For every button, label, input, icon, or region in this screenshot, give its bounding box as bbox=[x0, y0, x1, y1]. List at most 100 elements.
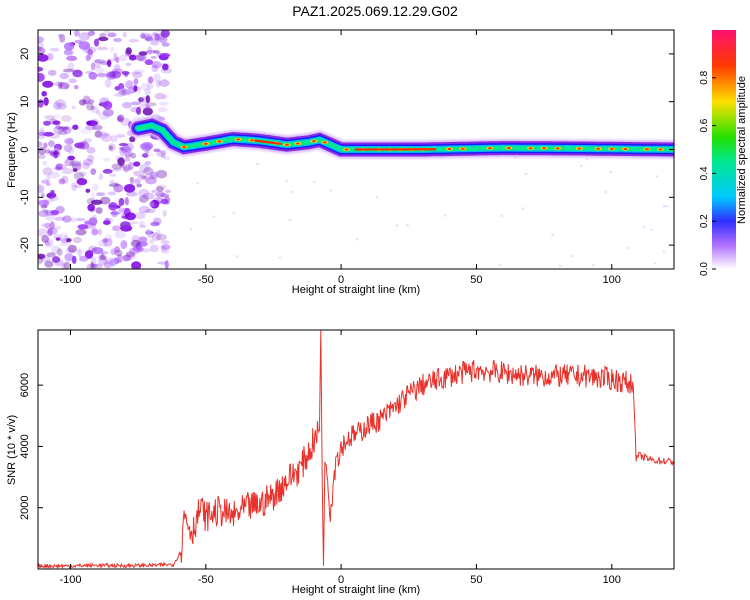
noise-blob bbox=[109, 211, 121, 215]
noise-blob bbox=[58, 178, 66, 185]
x-tick-label: -50 bbox=[198, 574, 214, 586]
noise-blob bbox=[108, 145, 114, 151]
noise-blob bbox=[443, 214, 447, 217]
noise-blob bbox=[54, 216, 66, 221]
noise-blob bbox=[106, 72, 117, 81]
noise-blob bbox=[144, 147, 150, 154]
noise-blob bbox=[159, 149, 167, 155]
y-tick-label: -20 bbox=[19, 237, 31, 253]
noise-blob bbox=[92, 184, 99, 192]
noise-blob bbox=[64, 253, 74, 262]
noise-blob bbox=[156, 229, 162, 237]
noise-blob bbox=[82, 139, 87, 145]
noise-blob bbox=[45, 194, 53, 198]
noise-blob bbox=[155, 233, 167, 241]
noise-blob bbox=[145, 177, 157, 185]
x-tick-label: 50 bbox=[470, 274, 482, 286]
noise-blob bbox=[123, 184, 136, 193]
noise-blob bbox=[160, 244, 171, 250]
noise-blob bbox=[38, 53, 44, 61]
noise-blob bbox=[38, 40, 43, 44]
noise-blob bbox=[47, 69, 57, 76]
noise-blob bbox=[83, 220, 92, 225]
noise-blob bbox=[42, 80, 54, 88]
noise-blob bbox=[67, 244, 77, 253]
noise-blob bbox=[150, 40, 160, 46]
noise-blob bbox=[63, 42, 75, 51]
noise-blob bbox=[122, 31, 127, 38]
noise-blob bbox=[524, 172, 528, 176]
noise-blob bbox=[94, 59, 106, 64]
noise-blob bbox=[119, 221, 131, 229]
ridge-hotspot-core bbox=[182, 146, 187, 149]
noise-blob bbox=[82, 158, 94, 166]
noise-blob bbox=[117, 258, 123, 263]
noise-blob bbox=[149, 238, 155, 244]
noise-blob bbox=[134, 211, 146, 220]
noise-blob bbox=[82, 49, 92, 54]
noise-blob bbox=[67, 155, 76, 161]
noise-blob bbox=[90, 261, 95, 269]
noise-blob bbox=[113, 64, 121, 72]
noise-blob bbox=[73, 172, 85, 180]
noise-blob bbox=[148, 201, 155, 208]
noise-blob bbox=[136, 106, 142, 115]
noise-blob bbox=[62, 215, 72, 223]
noise-blob bbox=[109, 46, 115, 53]
noise-blob bbox=[59, 33, 66, 43]
noise-blob bbox=[134, 69, 145, 74]
noise-blob bbox=[156, 169, 168, 179]
noise-blob bbox=[59, 72, 70, 80]
ridge-hotspot-core bbox=[487, 147, 492, 150]
noise-blob bbox=[95, 207, 103, 214]
ridge-hotspot-core bbox=[528, 147, 533, 150]
noise-blob bbox=[42, 209, 49, 213]
noise-blob bbox=[130, 152, 137, 159]
noise-blob bbox=[63, 49, 75, 57]
noise-blob bbox=[72, 184, 83, 188]
noise-blob bbox=[122, 101, 133, 109]
noise-blob bbox=[126, 221, 139, 225]
noise-blob bbox=[135, 54, 147, 62]
noise-blob bbox=[98, 173, 104, 180]
noise-blob bbox=[44, 198, 54, 203]
noise-blob bbox=[288, 218, 292, 222]
noise-blob bbox=[71, 255, 77, 264]
noise-blob bbox=[140, 83, 151, 91]
noise-blob bbox=[128, 161, 134, 171]
noise-blob bbox=[53, 151, 60, 155]
noise-blob bbox=[40, 223, 47, 227]
noise-blob bbox=[133, 178, 142, 184]
noise-blob bbox=[158, 101, 170, 106]
noise-blob bbox=[109, 258, 117, 267]
noise-blob bbox=[133, 170, 145, 177]
noise-blob bbox=[53, 166, 64, 170]
noise-blob bbox=[57, 33, 63, 39]
noise-blob bbox=[114, 230, 126, 239]
noise-blob bbox=[38, 36, 44, 43]
noise-blob bbox=[122, 164, 132, 171]
x-axis-label-bottom: Height of straight line (km) bbox=[292, 584, 420, 596]
noise-blob bbox=[117, 254, 123, 259]
noise-blob bbox=[662, 250, 666, 253]
noise-blob bbox=[151, 61, 162, 69]
noise-blob bbox=[38, 99, 44, 108]
noise-blob bbox=[62, 126, 72, 135]
noise-blob bbox=[84, 250, 94, 259]
noise-blob bbox=[124, 197, 129, 206]
noise-blob bbox=[38, 72, 45, 82]
noise-blob bbox=[46, 252, 56, 258]
noise-blob bbox=[77, 224, 89, 230]
noise-blob bbox=[150, 55, 157, 59]
noise-blob bbox=[125, 251, 136, 257]
noise-blob bbox=[152, 32, 158, 37]
noise-blob bbox=[47, 228, 53, 237]
noise-blob bbox=[139, 103, 150, 110]
noise-blob bbox=[150, 221, 160, 227]
noise-blob bbox=[75, 217, 86, 222]
noise-blob bbox=[53, 125, 65, 134]
noise-blob bbox=[142, 107, 153, 116]
x-tick-label: 100 bbox=[603, 274, 621, 286]
noise-blob bbox=[136, 175, 147, 179]
noise-blob bbox=[99, 254, 107, 261]
